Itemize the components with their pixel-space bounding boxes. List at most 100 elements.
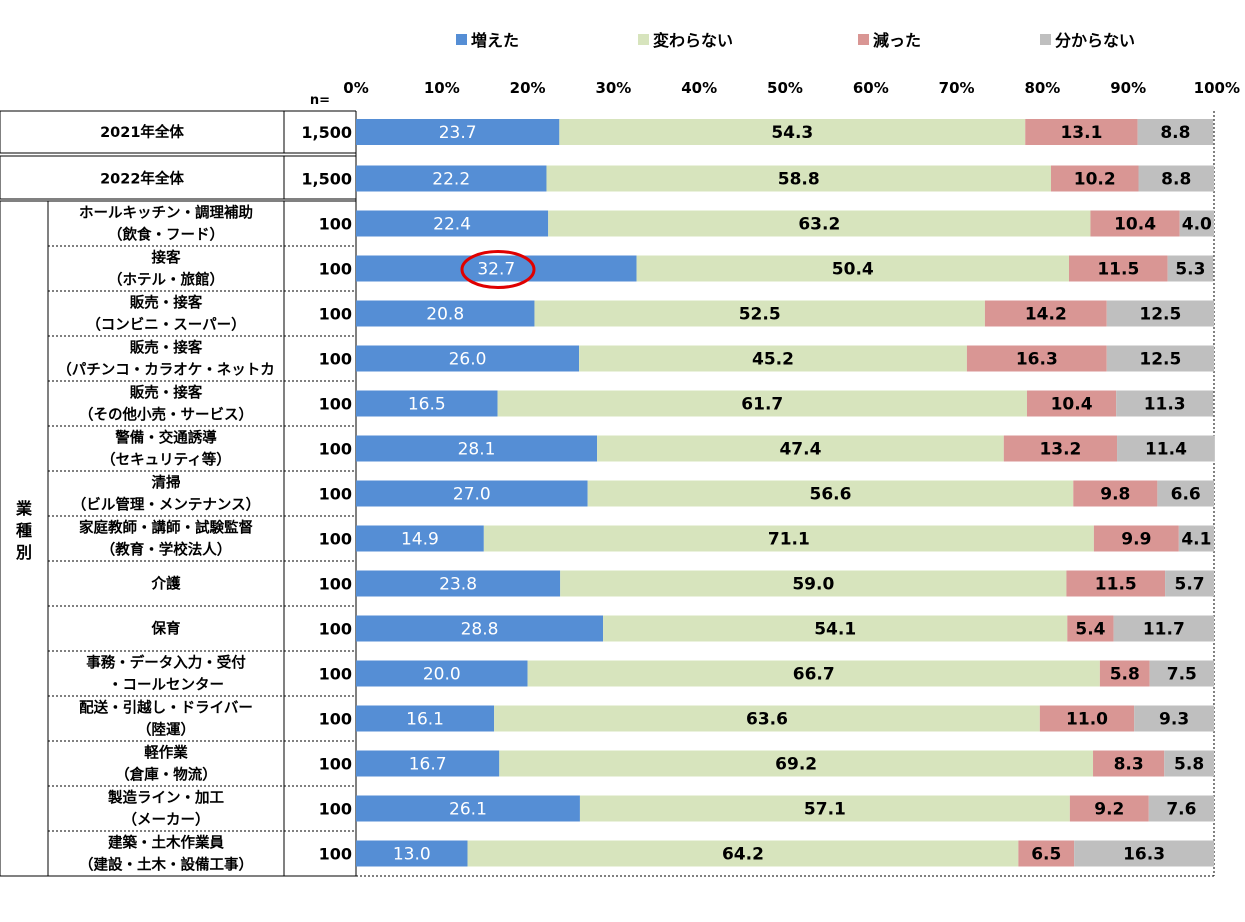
x-tick-label: 0% bbox=[343, 79, 368, 97]
bar-segment bbox=[1164, 750, 1214, 777]
n-label: n= bbox=[310, 93, 330, 108]
x-tick-label: 90% bbox=[1110, 79, 1146, 97]
row-label-line1: 配送・引越し・ドライバー bbox=[79, 699, 253, 717]
x-tick-label: 100% bbox=[1194, 79, 1240, 97]
row-label-line1: 清掃 bbox=[152, 474, 181, 492]
bar-value-label: 11.0 bbox=[1066, 710, 1108, 730]
bar-value-label: 57.1 bbox=[804, 800, 846, 820]
x-tick-label: 20% bbox=[510, 79, 546, 97]
bar-segment bbox=[579, 795, 1070, 822]
bar-segment bbox=[1157, 480, 1214, 507]
row-label: 2022年全体 bbox=[100, 170, 184, 188]
row-label-line2: （その他小売・サービス） bbox=[79, 406, 253, 424]
row-label-line1: 軽作業 bbox=[144, 744, 188, 762]
bar-value-label: 5.8 bbox=[1110, 665, 1140, 685]
bar-segment bbox=[356, 615, 604, 642]
bar-value-label: 10.2 bbox=[1074, 170, 1116, 190]
table-grid bbox=[0, 110, 1215, 877]
row-n: 1,500 bbox=[301, 123, 352, 142]
bar-value-label: 22.2 bbox=[432, 170, 470, 190]
row-n: 100 bbox=[319, 440, 352, 459]
bar-segment bbox=[548, 210, 1091, 237]
bar-value-label: 11.5 bbox=[1097, 260, 1139, 280]
row-label-line2: （教育・学校法人） bbox=[101, 541, 232, 559]
bar-segment bbox=[356, 345, 580, 372]
bar-value-label: 63.6 bbox=[746, 710, 788, 730]
legend-label: 減った bbox=[873, 31, 921, 50]
bar-value-label: 16.3 bbox=[1016, 350, 1058, 370]
bar-segment bbox=[1093, 525, 1179, 552]
bar-segment bbox=[1068, 255, 1168, 282]
bar-value-label: 16.1 bbox=[406, 710, 444, 730]
row-label-line1: 家庭教師・講師・試験監督 bbox=[79, 519, 253, 537]
row-n: 100 bbox=[319, 260, 352, 279]
bar-segment bbox=[1106, 345, 1214, 372]
row-label-line2: （飲食・フード） bbox=[108, 226, 224, 244]
chart-row: 家庭教師・講師・試験監督 （教育・学校法人） 100 14.9 71.1 9.9 4.1 bbox=[79, 519, 1214, 559]
bar-value-label: 59.0 bbox=[792, 575, 834, 595]
bar-segment bbox=[494, 705, 1040, 732]
bar-segment bbox=[527, 660, 1100, 687]
bar-segment bbox=[1137, 119, 1214, 145]
legend-item: 増えた bbox=[456, 31, 519, 50]
row-n: 100 bbox=[319, 710, 352, 729]
bar-value-label: 26.0 bbox=[449, 350, 487, 370]
row-label-line1: 事務・データ入力・受付 bbox=[86, 654, 246, 672]
bar-segment bbox=[587, 480, 1074, 507]
bar-value-label: 66.7 bbox=[793, 665, 835, 685]
row-n: 100 bbox=[319, 395, 352, 414]
bar-value-label: 11.7 bbox=[1143, 620, 1185, 640]
chart-row: 販売・接客 （コンビニ・スーパー） 100 20.8 52.5 14.2 12.5 bbox=[86, 294, 1214, 334]
bar-segment bbox=[579, 345, 967, 372]
bar-segment bbox=[497, 390, 1027, 417]
row-label: 介護 bbox=[151, 575, 181, 593]
bar-segment bbox=[1003, 435, 1118, 462]
row-n: 100 bbox=[319, 755, 352, 774]
bar-segment bbox=[356, 570, 561, 597]
bar-segment bbox=[1117, 435, 1215, 462]
row-label-line2: （建設・土木・設備工事） bbox=[79, 856, 253, 874]
chart-row: 2021年全体 1,500 23.7 54.3 13.1 8.8 bbox=[100, 119, 1214, 145]
bar-segment bbox=[356, 165, 547, 192]
bar-value-label: 4.0 bbox=[1182, 215, 1212, 235]
row-n: 100 bbox=[319, 350, 352, 369]
bar-value-label: 28.8 bbox=[461, 620, 499, 640]
x-tick-label: 50% bbox=[767, 79, 803, 97]
chart-row: 軽作業 （倉庫・物流） 100 16.7 69.2 8.3 5.8 bbox=[115, 744, 1214, 784]
bar-segment bbox=[356, 300, 535, 327]
bar-value-label: 9.9 bbox=[1121, 530, 1151, 550]
row-n: 100 bbox=[319, 665, 352, 684]
bar-value-label: 9.3 bbox=[1159, 710, 1189, 730]
bar-value-label: 5.8 bbox=[1174, 755, 1204, 775]
bar-segment bbox=[546, 165, 1051, 192]
bar-segment bbox=[1073, 480, 1158, 507]
row-n: 100 bbox=[319, 485, 352, 504]
row-label-line2: （メーカー） bbox=[123, 811, 210, 829]
chart-row: 接客 （ホテル・旅館） 100 32.7 50.4 11.5 5.3 bbox=[108, 249, 1214, 289]
bar-segment bbox=[1178, 525, 1214, 552]
bar-segment bbox=[603, 615, 1068, 642]
bar-value-label: 13.0 bbox=[393, 845, 431, 865]
bar-value-label: 27.0 bbox=[453, 485, 491, 505]
bar-value-label: 26.1 bbox=[449, 800, 487, 820]
bar-value-label: 9.8 bbox=[1100, 485, 1130, 505]
bar-value-label: 23.8 bbox=[439, 575, 477, 595]
chart-row: 保育 100 28.8 54.1 5.4 11.7 bbox=[151, 615, 1214, 642]
bar-segment bbox=[356, 480, 588, 507]
bar-value-label: 58.8 bbox=[778, 170, 820, 190]
x-tick-label: 10% bbox=[424, 79, 460, 97]
row-label-line1: ホールキッチン・調理補助 bbox=[79, 204, 253, 222]
bar-segment bbox=[356, 705, 495, 732]
bar-value-label: 23.7 bbox=[439, 123, 477, 143]
bar-value-label: 50.4 bbox=[832, 260, 874, 280]
bar-segment bbox=[356, 255, 637, 282]
row-label-line2: （ビル管理・メンテナンス） bbox=[72, 496, 260, 514]
bar-segment bbox=[1134, 705, 1214, 732]
row-n: 100 bbox=[319, 575, 352, 594]
bar-value-label: 7.5 bbox=[1167, 665, 1197, 685]
bar-segment bbox=[483, 525, 1094, 552]
bar-value-label: 12.5 bbox=[1139, 305, 1181, 325]
bar-value-label: 69.2 bbox=[775, 755, 817, 775]
bar-segment bbox=[1167, 255, 1214, 282]
row-n: 100 bbox=[319, 215, 352, 234]
